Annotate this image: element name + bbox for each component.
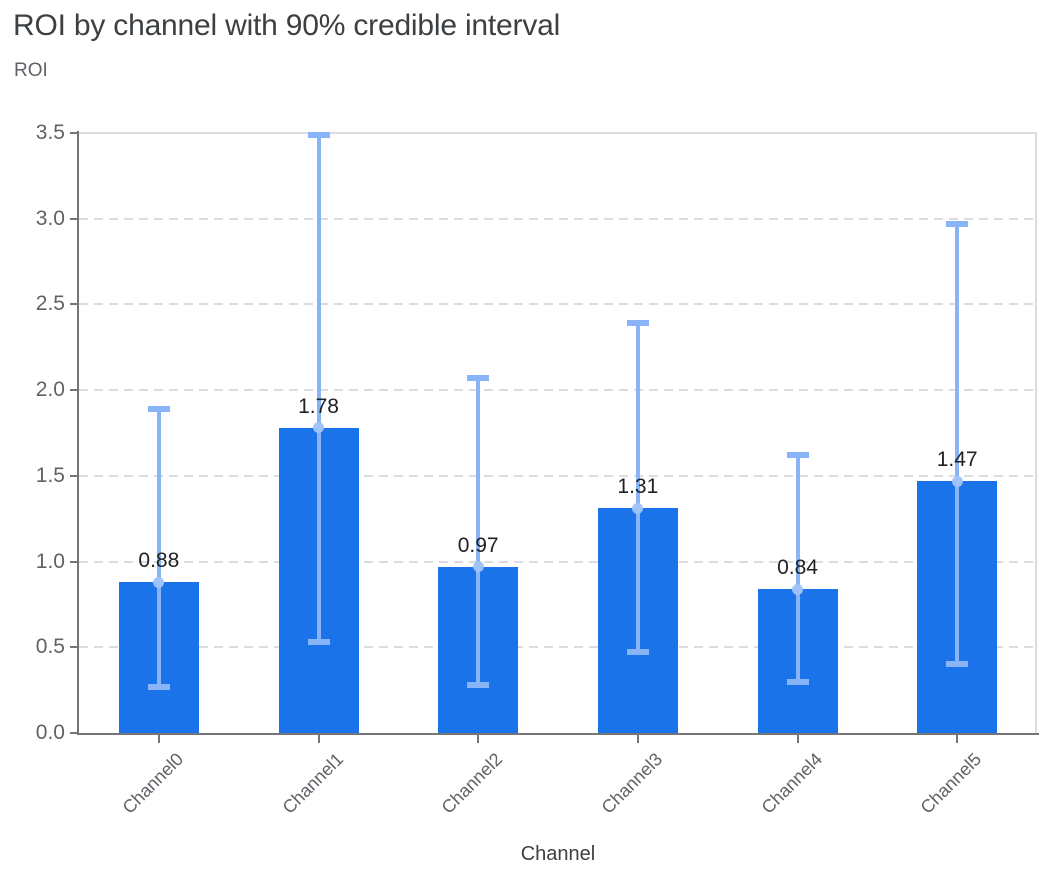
error-bar-cap-top [307, 131, 330, 138]
y-tick-mark [70, 303, 78, 306]
error-bar-line [955, 223, 960, 665]
y-tick-mark [70, 132, 78, 134]
bar-value-label: 0.88 [138, 549, 180, 573]
grid-line [79, 646, 1037, 649]
y-axis-title: ROI [14, 60, 48, 81]
grid-line [79, 389, 1037, 392]
error-bar-cap-top [147, 406, 170, 412]
error-bar-cap-bottom [147, 683, 170, 690]
y-tick-mark [70, 646, 78, 649]
x-axis-title: Channel [520, 843, 596, 865]
error-bar-line [635, 323, 640, 653]
error-bar-line [316, 134, 321, 643]
error-bar-cap-top [626, 320, 649, 327]
error-bar-line [795, 455, 800, 682]
bar-value-label: 0.97 [457, 533, 499, 557]
y-tick-label: 2.0 [35, 378, 65, 402]
error-bar-mean-dot [313, 422, 324, 434]
error-bar-cap-bottom [467, 682, 490, 688]
x-tick-label: Channel2 [437, 749, 507, 818]
grid-line [79, 560, 1037, 563]
x-tick-mark [477, 735, 480, 743]
grid-line [79, 217, 1037, 220]
grid-line [79, 474, 1037, 477]
y-tick-mark [70, 217, 78, 220]
x-tick-mark [317, 735, 320, 743]
x-tick-mark [636, 735, 639, 743]
y-tick-mark [70, 389, 78, 392]
y-tick-label: 2.5 [35, 292, 65, 316]
x-tick-mark [956, 735, 959, 743]
y-tick-label: 3.5 [35, 121, 65, 144]
y-tick-mark [70, 474, 78, 477]
x-tick-label: Channel4 [757, 749, 826, 818]
error-bar-cap-top [467, 375, 490, 382]
error-bar-mean-dot [792, 583, 803, 595]
bar-value-label: 1.78 [298, 394, 339, 418]
x-tick-label: Channel0 [118, 749, 187, 818]
grid-line-top [79, 132, 1037, 134]
error-bar-cap-bottom [786, 678, 809, 685]
x-axis-line [77, 733, 1039, 735]
y-tick-label: 1.5 [35, 463, 65, 487]
plot-border-right [1035, 133, 1037, 733]
y-tick-label: 3.0 [35, 206, 65, 230]
bar-value-label: 1.31 [617, 475, 659, 499]
error-bar-mean-dot [951, 475, 963, 487]
y-tick-label: 0.5 [35, 635, 65, 659]
error-bar-cap-top [946, 220, 969, 227]
error-bar-mean-dot [472, 561, 484, 573]
y-tick-mark [70, 560, 78, 563]
error-bar-cap-bottom [626, 649, 649, 656]
error-bar-line [476, 378, 481, 685]
chart-title: ROI by channel with 90% credible interva… [13, 9, 561, 42]
x-tick-mark [796, 735, 799, 743]
plot-area [79, 133, 1037, 733]
y-tick-mark [70, 732, 78, 734]
grid-line [79, 303, 1037, 306]
y-tick-label: 1.0 [35, 549, 65, 573]
x-tick-label: Channel3 [597, 749, 666, 818]
x-tick-label: Channel1 [278, 749, 347, 818]
error-bar-line [156, 409, 161, 687]
x-tick-mark [157, 735, 160, 743]
error-bar-mean-dot [632, 502, 644, 514]
bar-value-label: 0.84 [777, 556, 818, 579]
error-bar-mean-dot [153, 576, 165, 588]
error-bar-cap-top [786, 452, 809, 459]
error-bar-cap-bottom [946, 661, 969, 668]
x-tick-label: Channel5 [916, 749, 986, 818]
error-bar-cap-bottom [307, 639, 330, 646]
bar-value-label: 1.47 [936, 448, 978, 471]
y-axis-line [77, 131, 79, 735]
y-tick-label: 0.0 [35, 721, 65, 744]
